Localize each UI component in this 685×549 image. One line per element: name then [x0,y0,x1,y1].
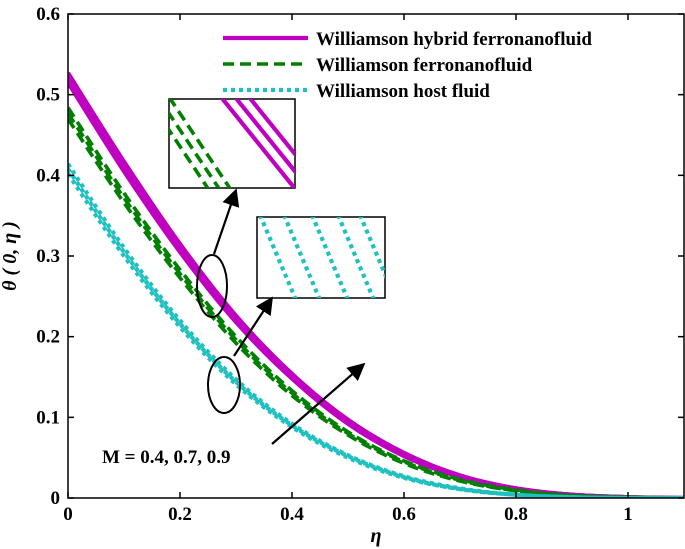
zoom-inset-upper-curve-williamson-hybrid-ferronanofluid-0 [219,99,295,188]
annotations: M = 0.4, 0.7, 0.9 [102,188,366,468]
zoom-ellipse-upper [196,254,228,318]
y-tick-label: 0.4 [36,165,60,186]
zoom-ellipse-lower [207,356,241,414]
y-tick-label: 0.1 [36,407,60,428]
series-line-williamson-host-fluid-m-0-9 [68,162,684,498]
increasing-M-arrow [271,362,366,445]
zoom-inset-upper-curve-williamson-hybrid-ferronanofluid-1 [233,99,295,175]
m-annotation-label: M = 0.4, 0.7, 0.9 [102,447,231,468]
zoom-inset-upper-curve-williamson-ferronanofluid-2 [169,99,232,188]
legend: Williamson hybrid ferronanofluid Williams… [223,29,592,102]
x-tick-label: 0.4 [280,504,304,525]
zoom-arrow-lower [233,296,273,357]
zoom-insets [168,98,386,299]
y-tick-label: 0 [51,488,61,509]
y-tick-label: 0.3 [36,246,60,267]
y-axis-title: θ ( 0, η ) [0,221,21,291]
x-tick-label: 0.8 [504,504,528,525]
series-layer [68,71,684,498]
legend-label-williamson-host-fluid: Williamson host fluid [316,81,490,102]
y-tick-label: 0.6 [36,4,60,25]
legend-label-williamson-hybrid-ferronanofluid: Williamson hybrid ferronanofluid [316,29,592,50]
y-tick-label: 0.5 [36,85,60,106]
zoom-inset-upper-curve-williamson-ferronanofluid-1 [169,110,221,188]
series-williamson-host-fluid [68,162,684,498]
zoom-inset-upper [168,98,296,189]
series-line-williamson-host-fluid-m-0-4 [68,172,684,498]
zoom-inset-upper-curve-williamson-hybrid-ferronanofluid-2 [247,99,295,158]
x-tick-label: 0.2 [168,504,192,525]
zoom-inset-upper-curve-williamson-ferronanofluid-0 [169,126,210,188]
tick-layer: 0 0.2 0.4 0.6 0.8 1 0 0.1 0.2 0.3 0.4 0.5 0.6 [36,4,684,525]
y-tick-label: 0.2 [36,327,60,348]
zoom-inset-lower [256,216,386,299]
x-tick-label: 0.6 [392,504,416,525]
series-line-williamson-host-fluid-m-0-7 [68,167,684,498]
x-tick-label: 1 [623,504,633,525]
zoom-arrow-upper [212,188,240,255]
x-axis-title: η [371,525,382,547]
legend-label-williamson-ferronanofluid: Williamson ferronanofluid [316,55,533,76]
zoom-inset-lower-frame [256,216,386,299]
x-tick-label: 0 [63,504,73,525]
